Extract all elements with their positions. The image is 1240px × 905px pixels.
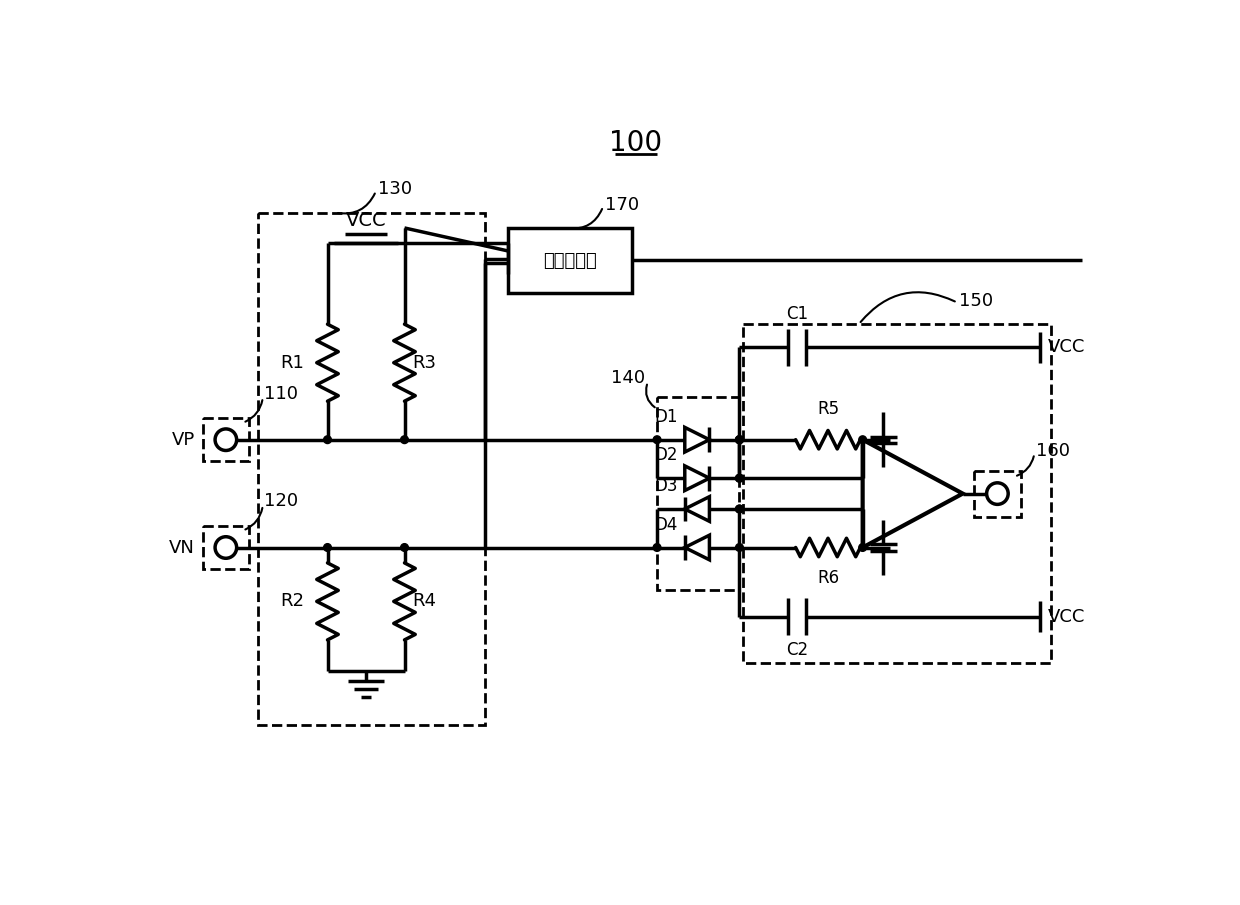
Text: VP: VP bbox=[172, 431, 195, 449]
Text: 140: 140 bbox=[611, 369, 646, 387]
Text: D4: D4 bbox=[655, 516, 678, 534]
Bar bbox=[203, 526, 249, 569]
Text: R6: R6 bbox=[817, 569, 839, 587]
Text: VCC: VCC bbox=[1048, 338, 1085, 357]
Circle shape bbox=[735, 474, 743, 482]
Text: C2: C2 bbox=[786, 642, 808, 660]
Circle shape bbox=[735, 505, 743, 513]
Circle shape bbox=[735, 436, 743, 443]
Circle shape bbox=[653, 436, 661, 443]
Text: 170: 170 bbox=[605, 195, 639, 214]
Circle shape bbox=[859, 436, 867, 443]
Text: 160: 160 bbox=[1035, 443, 1070, 461]
Circle shape bbox=[735, 436, 743, 443]
Text: C1: C1 bbox=[786, 305, 808, 323]
Bar bbox=[203, 418, 249, 462]
Bar bbox=[508, 228, 631, 293]
Circle shape bbox=[859, 544, 867, 551]
Text: 120: 120 bbox=[264, 492, 299, 510]
Circle shape bbox=[401, 436, 408, 443]
Circle shape bbox=[653, 544, 661, 551]
Text: 130: 130 bbox=[377, 180, 412, 198]
Bar bbox=[743, 324, 1052, 663]
Text: 差分收发器: 差分收发器 bbox=[543, 252, 596, 270]
Circle shape bbox=[324, 544, 331, 551]
Text: R2: R2 bbox=[280, 593, 304, 610]
Text: D2: D2 bbox=[655, 446, 678, 464]
Circle shape bbox=[735, 436, 743, 443]
Bar bbox=[975, 471, 1021, 517]
Circle shape bbox=[401, 544, 408, 551]
Text: 150: 150 bbox=[959, 292, 993, 310]
Circle shape bbox=[324, 436, 331, 443]
Text: R4: R4 bbox=[412, 593, 436, 610]
Text: VCC: VCC bbox=[1048, 608, 1085, 625]
Bar bbox=[657, 397, 739, 590]
Bar bbox=[258, 213, 485, 725]
Text: VN: VN bbox=[169, 538, 195, 557]
Text: R1: R1 bbox=[280, 354, 304, 372]
Text: 110: 110 bbox=[264, 385, 299, 403]
Circle shape bbox=[735, 505, 743, 513]
Text: 100: 100 bbox=[609, 129, 662, 157]
Circle shape bbox=[735, 474, 743, 482]
Text: VCC: VCC bbox=[346, 211, 387, 230]
Text: D3: D3 bbox=[655, 477, 678, 495]
Text: R3: R3 bbox=[412, 354, 436, 372]
Text: R5: R5 bbox=[817, 400, 839, 418]
Text: D1: D1 bbox=[655, 408, 678, 426]
Circle shape bbox=[735, 544, 743, 551]
